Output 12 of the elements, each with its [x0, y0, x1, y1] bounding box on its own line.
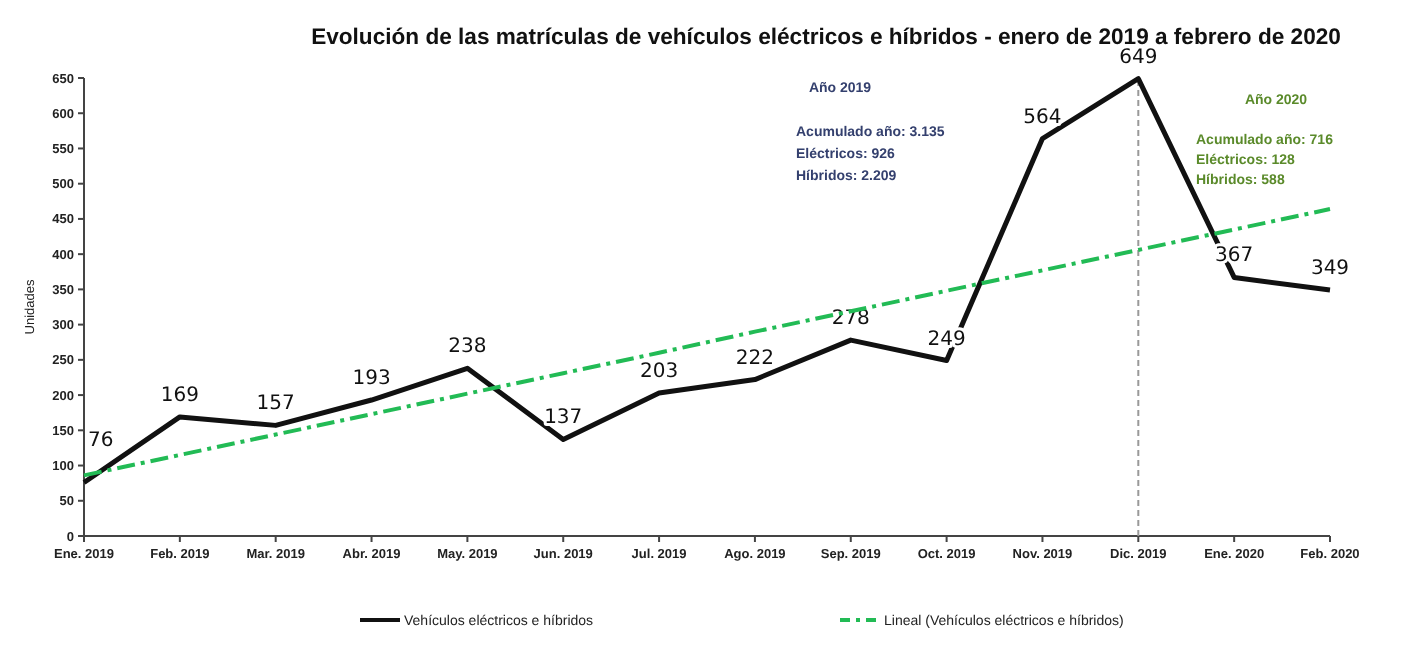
data-label: 157: [256, 393, 295, 416]
data-label: 238: [448, 336, 487, 359]
data-label: 169: [160, 384, 199, 407]
data-label: 222: [735, 347, 775, 370]
data-label: 203: [639, 360, 679, 383]
chart-title: Evolución de las matrículas de vehículos eléctricos e híbridos - enero de 2019 a febrero de 2020: [311, 26, 1341, 50]
data-label: 193: [352, 368, 391, 391]
data-label: 564: [1023, 106, 1062, 129]
data-label: 76: [88, 430, 114, 453]
data-label: 349: [1310, 258, 1350, 281]
data-label: 137: [544, 407, 583, 430]
data-label: 649: [1119, 46, 1158, 69]
